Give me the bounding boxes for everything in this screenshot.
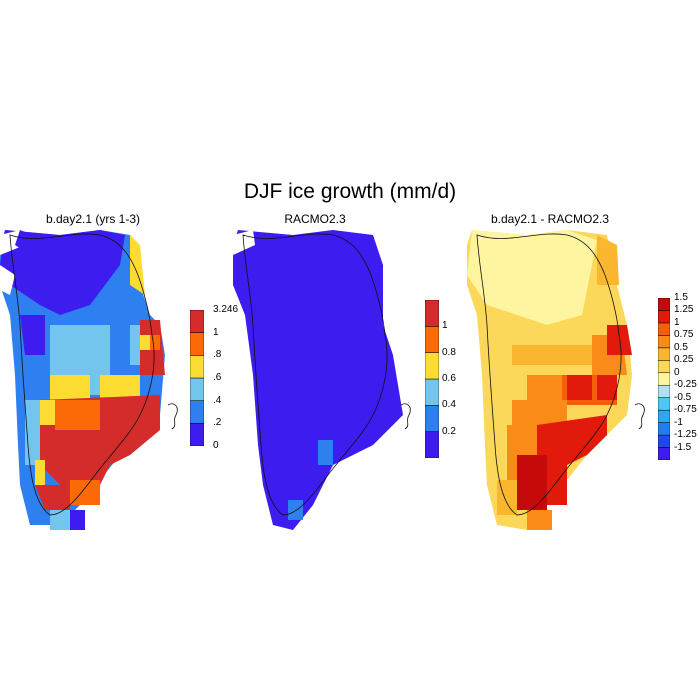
colorbar-swatch <box>425 300 439 327</box>
colorbar-tick-label: .2 <box>213 417 222 429</box>
map-model <box>0 230 178 530</box>
colorbar-swatch <box>658 447 670 460</box>
colorbar-tick-label: 0.2 <box>442 425 456 437</box>
colorbar-tick-label: 0.25 <box>674 354 694 366</box>
colorbar-swatch <box>425 326 439 353</box>
diff-grid-cells <box>467 230 632 530</box>
colorbar-tick-label: 0 <box>213 440 219 451</box>
coastline-obs <box>242 233 388 516</box>
colorbar-tick-label: -0.75 <box>674 404 697 416</box>
colorbar-swatch <box>658 347 670 361</box>
colorbar-swatch <box>658 298 670 311</box>
colorbar-swatch <box>425 431 439 458</box>
colorbar-tick-label: .6 <box>213 372 222 383</box>
map-diff <box>467 230 645 530</box>
colorbar-tick-label: -0.5 <box>674 391 692 403</box>
panel-title-model: b.day2.1 (yrs 1-3) <box>45 212 141 226</box>
colorbar-diff <box>658 298 670 460</box>
colorbar-obs <box>425 300 439 458</box>
colorbar-tick-label: 0.8 <box>442 346 456 358</box>
colorbar-swatch <box>658 397 670 411</box>
colorbar-swatch <box>190 377 204 401</box>
colorbar-tick-label: 1 <box>213 326 219 338</box>
colorbar-swatch <box>190 355 204 379</box>
colorbar-swatch <box>425 352 439 380</box>
colorbar-swatch <box>658 360 670 374</box>
colorbar-tick-label: -0.25 <box>674 379 697 391</box>
colorbar-tick-label: 0.6 <box>442 373 456 384</box>
colorbar-swatch <box>425 378 439 406</box>
colorbar-tick-label: 0.5 <box>674 341 688 353</box>
colorbar-swatch <box>658 409 670 423</box>
colorbar-swatch <box>658 434 670 448</box>
colorbar-tick-label: 3.246 <box>213 304 239 315</box>
colorbar-model <box>190 310 204 446</box>
colorbar-tick-label: .4 <box>213 394 222 406</box>
colorbar-tick-label: .8 <box>213 349 222 361</box>
colorbar-swatch <box>658 422 670 436</box>
colorbar-tick-label: 1 <box>674 316 680 328</box>
colorbar-tick-label: 0.4 <box>442 399 456 411</box>
colorbar-tick-label: 0.75 <box>674 329 694 341</box>
figure-title: DJF ice growth (mm/d) <box>243 180 457 203</box>
obs-grid-cells <box>233 230 403 530</box>
colorbar-swatch <box>658 372 670 386</box>
colorbar-tick-label: -1.5 <box>674 441 692 453</box>
panel-title-obs: RACMO2.3 <box>284 212 346 226</box>
colorbar-tick-label: 0 <box>674 366 680 378</box>
colorbar-swatch <box>658 322 670 336</box>
colorbar-swatch <box>190 332 204 356</box>
model-grid-cells <box>0 230 165 530</box>
colorbar-swatch <box>190 400 204 424</box>
colorbar-swatch <box>658 310 670 324</box>
panel-title-diff: b.day2.1 - RACMO2.3 <box>490 212 610 226</box>
coastline-model <box>9 233 155 516</box>
colorbar-tick-label: 1.25 <box>674 304 694 316</box>
colorbar-tick-label: -1.25 <box>674 429 697 441</box>
colorbar-tick-label: 1 <box>442 320 448 332</box>
colorbar-swatch <box>425 405 439 432</box>
colorbar-swatch <box>190 423 204 446</box>
colorbar-tick-label: 1.5 <box>674 292 688 303</box>
colorbar-swatch <box>658 335 670 349</box>
colorbar-swatch <box>190 310 204 333</box>
colorbar-tick-label: -1 <box>674 416 683 428</box>
coastline-diff <box>476 233 622 516</box>
map-obs <box>233 230 411 530</box>
colorbar-swatch <box>658 384 670 398</box>
